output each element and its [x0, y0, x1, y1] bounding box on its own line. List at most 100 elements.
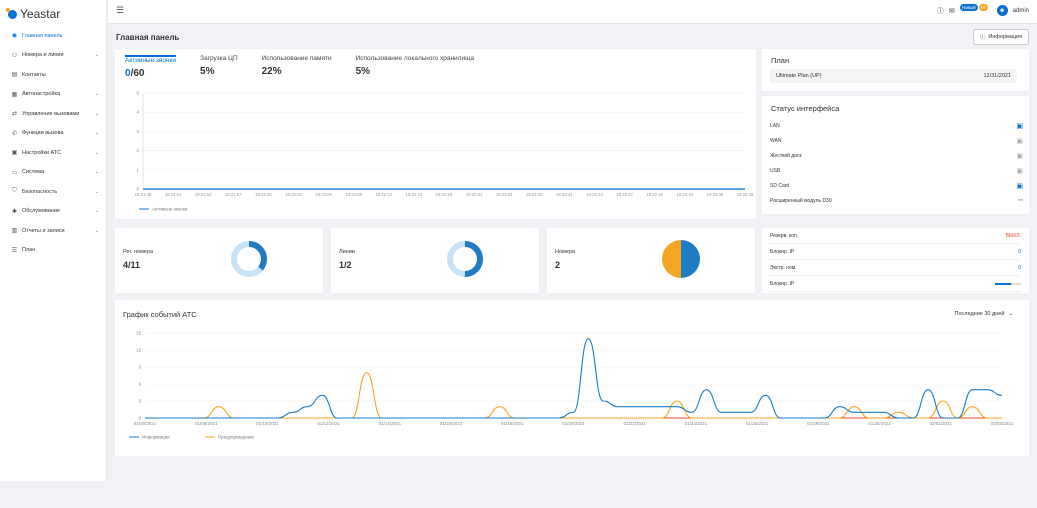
lan-icon: ▣ [1016, 123, 1023, 130]
sidebar-item-plan[interactable]: ☰ План [0, 241, 107, 261]
plan-icon: ☰ [11, 247, 18, 254]
interface-row: Жесткий диск ▣ [770, 152, 1023, 160]
y-tick-label: 4 [136, 110, 139, 115]
x-tick-label: 19:21:51 [165, 192, 182, 197]
x-tick-label: 19:21:54 [195, 192, 212, 197]
sidebar-item-pbx-settings[interactable]: ▣ Настройки АТС ⌄ [0, 143, 107, 163]
sidebar-item-label: Контакты [22, 71, 46, 78]
notification-icon[interactable]: ✉ [948, 7, 955, 15]
sidebar-item-system[interactable]: ▭ Система ⌄ [0, 163, 107, 183]
y-tick-label: 3 [136, 129, 139, 134]
tab-value-rest: 22% [261, 66, 282, 77]
logo[interactable]: Yeastar [6, 7, 60, 21]
sidebar-item-label: Обслуживание [22, 208, 60, 215]
avatar[interactable]: ☻ [996, 5, 1008, 16]
y-tick-label: 9 [138, 365, 141, 370]
events-title: График событий АТС [123, 310, 197, 319]
range-value: Последние 30 дней [954, 311, 1005, 317]
x-tick-label: 01/16/2021 [440, 421, 463, 426]
x-tick-label: 01/20/2021 [562, 421, 585, 426]
sidebar-item-contacts[interactable]: ▤ Контакты [0, 65, 107, 85]
call-features-icon: ✆ [11, 130, 18, 137]
numbers-card: Номера 2 [547, 228, 755, 293]
x-tick-label: 19:22:37 [616, 192, 633, 197]
metric-tabs: Активные звонки 0/60 Загрузка ЦП 5% Использо… [125, 55, 498, 81]
count-badge: 99 [978, 4, 988, 11]
events-chart: 0 3 6 9 12 15 01/06/2021 01/08/2021 01/10/2021 01… [129, 331, 1014, 440]
security-label: Блокир. IP [770, 280, 795, 287]
stat-value: 1/2 [339, 260, 352, 270]
active-calls-chart: 0 1 2 3 4 5 19:21:48 19:21:51 19:21:54 19:21:57 19… [135, 91, 754, 212]
stat-value: 4/11 [123, 260, 141, 270]
sidebar-item-security[interactable]: ⛉ Безопасность ⌄ [0, 182, 107, 202]
sidebar-item-users[interactable]: ⚇ Номера и линии ⌄ [0, 46, 107, 66]
x-tick-label: 19:22:46 [707, 192, 724, 197]
x-tick-label: 19:22:18 [436, 192, 453, 197]
stat-label: Линии [339, 249, 355, 255]
interface-row: WAN ▣ [770, 137, 1023, 145]
range-select[interactable]: Последние 30 дней ⌄ [955, 311, 1013, 317]
system-icon: ▭ [11, 169, 18, 176]
tab-value-rest: 5% [355, 66, 371, 77]
info-button[interactable]: ⓘ Информация [973, 29, 1029, 45]
legend-label: Информация [142, 435, 170, 440]
hdd-icon: ▣ [1016, 153, 1023, 160]
yeastar-logo-icon [6, 7, 17, 19]
y-tick-label: 3 [138, 399, 141, 404]
sidebar-item-label: Система [22, 169, 45, 176]
sidebar-item-call-features[interactable]: ✆ Функции вызова ⌄ [0, 124, 107, 144]
y-tick-label: 1 [136, 167, 139, 172]
tab-metric-1[interactable]: Загрузка ЦП 5% [200, 55, 238, 81]
tab-value: 22% [262, 66, 332, 77]
interface-row: USB ▣ [770, 167, 1023, 175]
x-tick-label: 01/26/2021 [746, 421, 769, 426]
chevron-down-icon: ⌄ [94, 208, 99, 215]
sidebar-item-label: Управление вызовами [22, 110, 80, 117]
plan-date: 12/31/2021 [983, 73, 1011, 79]
sidebar-item-reports[interactable]: ▥ Отчеты и записи ⌄ [0, 221, 107, 241]
metrics-card: Активные звонки 0/60 Загрузка ЦП 5% Использо… [115, 49, 756, 219]
info-icon: ⓘ [979, 35, 986, 41]
security-label: Блокир. IP [770, 248, 795, 255]
sidebar-item-dashboard[interactable]: ◉ Главная панель [0, 26, 107, 46]
x-tick-label: 19:21:48 [135, 192, 152, 197]
x-tick-label: 19:22:09 [345, 192, 362, 197]
x-tick-label: 19:22:43 [676, 192, 693, 197]
help-icon[interactable]: ⓘ [936, 7, 944, 15]
x-tick-label: 01/12/2021 [317, 421, 340, 426]
tab-metric-0[interactable]: Активные звонки 0/60 [125, 55, 177, 81]
chevron-down-icon: ⌄ [94, 110, 99, 117]
x-tick-label: 19:22:28 [526, 192, 543, 197]
tab-label: Использование памяти [261, 55, 332, 62]
sidebar-menu: ◉ Главная панель ⚇ Номера и линии ⌄ ▤ Контакты… [0, 26, 107, 260]
x-tick-label: 19:22:12 [375, 192, 392, 197]
security-stats-card: Резерв. коп. ВЫКЛ. Блокир. IP 0 Экстр. ном. 0… [762, 228, 1029, 293]
chevron-down-icon: ⌄ [94, 149, 99, 156]
module-icon: ▪▪ [1018, 197, 1023, 204]
chevron-down-icon: ⌄ [1008, 311, 1013, 317]
call-control-icon: ⇄ [11, 111, 18, 118]
menu-toggle-icon[interactable]: ☰ [116, 5, 125, 15]
sidebar-item-phone-setup[interactable]: ▦ Автонастройка ⌄ [0, 85, 107, 105]
tab-metric-2[interactable]: Использование памяти 22% [262, 55, 332, 81]
interface-label: Жесткий диск [770, 153, 802, 159]
sidebar-item-maintenance[interactable]: ✱ Обслуживание ⌄ [0, 202, 107, 222]
events-card: График событий АТС Последние 30 дней ⌄ 0 3… [115, 300, 1029, 456]
interface-label: WAN [770, 138, 782, 144]
y-tick-label: 6 [138, 382, 141, 387]
info-button-label: Информация [988, 34, 1023, 40]
x-tick-label: 19:22:40 [646, 192, 663, 197]
page-title: Главная панель [116, 33, 180, 42]
tab-value-current: 0 [125, 68, 131, 79]
sidebar-item-label: План [22, 247, 36, 254]
security-icon: ⛉ [12, 188, 17, 195]
user-menu[interactable]: admin [1012, 7, 1029, 14]
security-row: Резерв. коп. ВЫКЛ. [770, 228, 1021, 244]
usb-icon: ▣ [1016, 168, 1023, 175]
sidebar-item-label: Безопасность [22, 188, 58, 195]
security-row: Экстр. ном. 0 [770, 260, 1021, 276]
sidebar-item-call-control[interactable]: ⇄ Управление вызовами ⌄ [0, 104, 107, 124]
security-label: Экстр. ном. [770, 264, 797, 271]
tab-metric-3[interactable]: Использование локального хранилища 5% [356, 55, 474, 81]
security-label: Резерв. коп. [770, 232, 799, 239]
